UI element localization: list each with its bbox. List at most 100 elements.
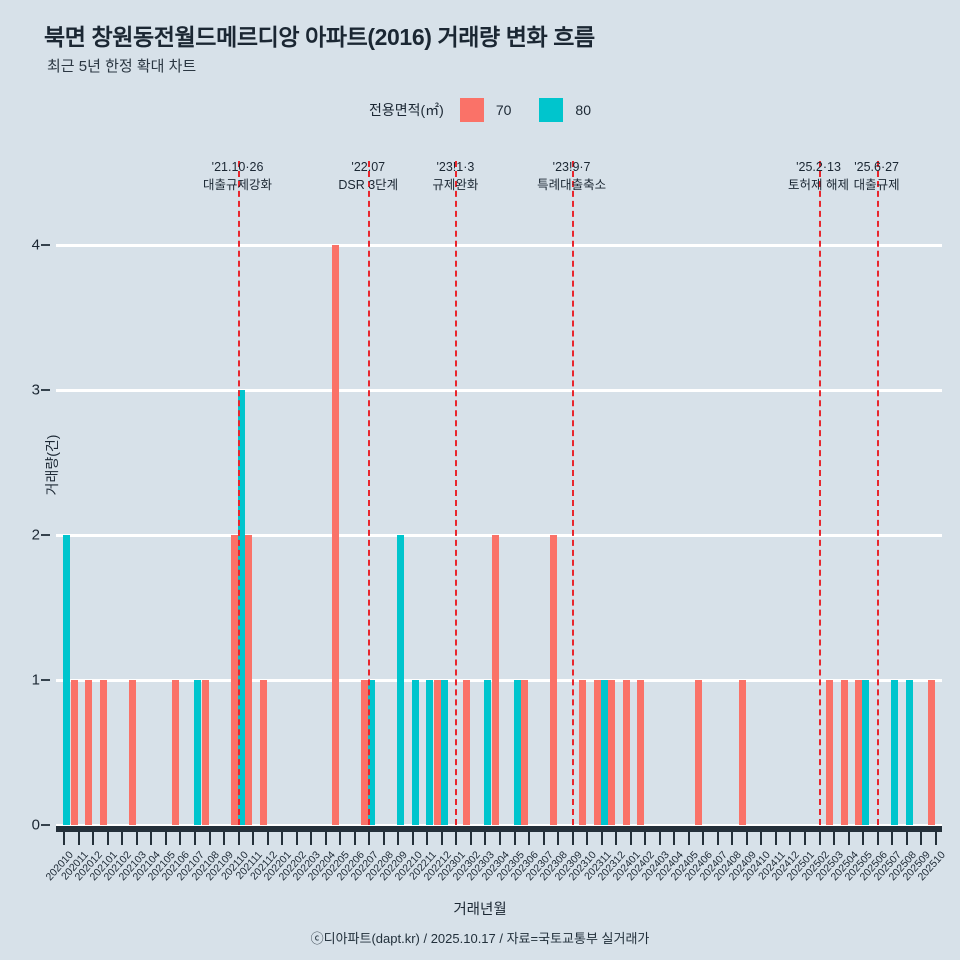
bar-202209-80	[397, 535, 405, 825]
x-tick-mark	[368, 832, 371, 845]
event-date: '25.2·13	[796, 160, 841, 174]
gridline	[56, 823, 942, 827]
event-line-202309	[571, 161, 574, 825]
bar-202011-70	[70, 680, 78, 825]
event-line-202207	[368, 161, 371, 825]
x-tick-mark	[934, 832, 937, 845]
page-title: 북면 창원동전월드메르디앙 아파트(2016) 거래량 변화 흐름	[44, 24, 595, 50]
bar-202505-80	[862, 680, 870, 825]
bar-202110-70	[230, 535, 238, 825]
x-tick-mark	[411, 832, 414, 845]
x-tick-mark	[281, 832, 284, 845]
x-tick-mark	[920, 832, 923, 845]
bar-202406-70	[695, 680, 703, 825]
x-tick-mark	[237, 832, 240, 845]
event-label: 대출규제	[853, 178, 900, 193]
y-axis: 0 1 2 3 4	[0, 209, 56, 834]
bar-202205-70	[332, 245, 340, 825]
x-tick-mark	[658, 832, 661, 845]
x-tick-mark	[469, 832, 472, 845]
y-tick-mark	[41, 244, 50, 247]
event-label: 토허제 해제	[788, 178, 850, 193]
event-line-202502	[818, 161, 821, 825]
bar-202207-80	[368, 680, 376, 825]
x-tick-mark	[150, 832, 153, 845]
x-tick-mark	[571, 832, 574, 845]
event-label: 특례대출축소	[537, 178, 607, 193]
x-tick-mark	[731, 832, 734, 845]
x-tick-mark	[833, 832, 836, 845]
x-axis-line	[56, 826, 942, 832]
x-tick-mark	[702, 832, 705, 845]
legend-label-70: 70	[495, 102, 512, 118]
x-tick-mark	[455, 832, 458, 845]
event-date: '25.6·27	[854, 160, 900, 174]
y-tick-label: 4	[31, 236, 40, 254]
bar-202210-80	[411, 680, 419, 825]
legend-swatch-80	[539, 98, 564, 122]
x-tick-mark	[528, 832, 531, 845]
y-tick-label: 1	[31, 671, 40, 689]
event-annotation-202506: '25.6·27 대출규제	[854, 158, 900, 194]
event-date: '23!1·3	[436, 160, 475, 174]
event-label: 규제완화	[432, 178, 479, 193]
x-tick-mark	[542, 832, 545, 845]
plot-area	[56, 161, 942, 827]
x-tick-mark	[673, 832, 676, 845]
bar-202110-80	[237, 390, 245, 825]
x-tick-mark	[600, 832, 603, 845]
event-date: '21.10·26	[211, 160, 264, 174]
x-tick-mark	[557, 832, 560, 845]
event-label: DSR 3단계	[338, 178, 399, 193]
bar-202303-80	[484, 680, 492, 825]
x-tick-mark	[862, 832, 865, 845]
bar-202510-70	[927, 680, 935, 825]
gridline	[56, 533, 942, 537]
x-tick-mark	[397, 832, 400, 845]
bar-202304-70	[492, 535, 499, 825]
x-tick-mark	[716, 832, 719, 845]
gridline	[56, 388, 942, 392]
x-tick-mark	[629, 832, 632, 845]
bar-202211-80	[426, 680, 434, 825]
bar-202306-70	[521, 680, 529, 825]
bar-202108-70	[201, 680, 209, 825]
x-tick-mark	[615, 832, 618, 845]
bar-202107-80	[193, 680, 201, 825]
event-label: 대출규제강화	[203, 178, 273, 193]
bar-202111-70	[245, 535, 253, 825]
x-tick-mark	[353, 832, 356, 845]
y-tick-mark	[41, 679, 50, 682]
page-subtitle: 최근 5년 한정 확대 차트	[47, 58, 197, 75]
x-tick-mark	[382, 832, 385, 845]
x-tick-mark	[324, 832, 327, 845]
y-tick-label: 2	[31, 526, 40, 544]
x-tick-mark	[339, 832, 342, 845]
bar-202012-70	[85, 680, 93, 825]
gridline	[56, 243, 942, 247]
event-annotation-202502: '25.2·13 토허제 해제	[788, 158, 849, 194]
x-tick-mark	[135, 832, 138, 845]
x-tick-mark	[687, 832, 690, 845]
x-tick-mark	[499, 832, 501, 845]
y-tick-mark	[41, 534, 50, 537]
x-tick-mark	[484, 832, 487, 845]
x-tick-mark	[876, 832, 879, 845]
x-tick-mark	[121, 832, 124, 845]
x-axis-title: 거래년월	[453, 902, 507, 918]
bar-202101-70	[99, 680, 107, 825]
bar-202103-70	[128, 680, 136, 825]
bar-202507-80	[891, 680, 899, 825]
bar-202505-70	[855, 680, 863, 825]
bar-202508-80	[905, 680, 913, 825]
bar-202312-70	[608, 680, 616, 825]
x-tick-mark	[789, 832, 792, 845]
bar-202503-70	[826, 680, 834, 825]
event-annotation-202110: '21.10·26 대출규제강화	[203, 158, 272, 194]
x-tick-mark	[760, 832, 763, 845]
bar-202305-80	[513, 680, 521, 825]
x-tick-mark	[847, 832, 850, 845]
x-tick-mark	[106, 832, 109, 845]
x-tick-mark	[295, 832, 298, 845]
x-tick-mark	[818, 832, 821, 845]
